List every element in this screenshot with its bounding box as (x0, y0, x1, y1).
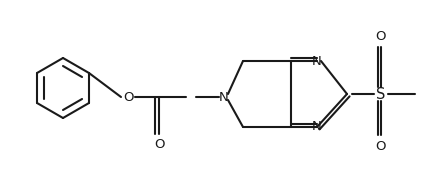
Text: O: O (376, 139, 386, 153)
Text: N: N (312, 121, 322, 133)
Text: O: O (123, 90, 133, 104)
Text: S: S (377, 87, 386, 101)
Text: O: O (376, 30, 386, 42)
Text: N: N (312, 55, 322, 67)
Text: O: O (154, 137, 164, 150)
Text: N: N (219, 90, 229, 104)
